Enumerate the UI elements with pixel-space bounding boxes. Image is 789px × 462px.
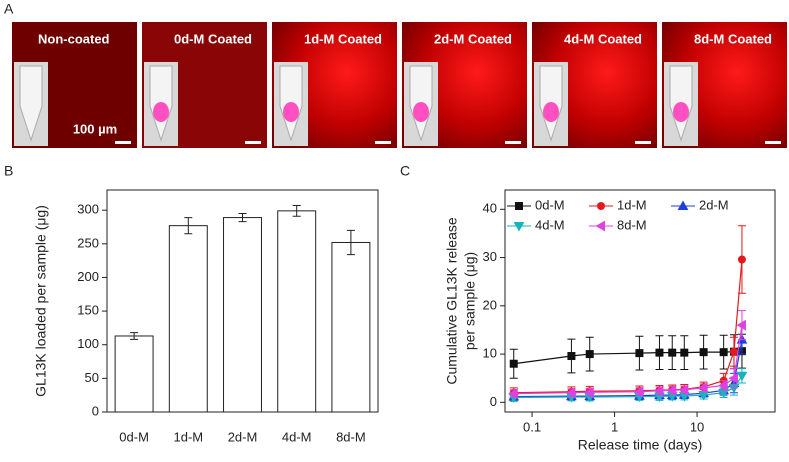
legend-marker <box>515 202 523 210</box>
marker <box>729 347 738 356</box>
marker <box>737 255 746 264</box>
marker <box>585 350 594 359</box>
scale-bar <box>375 141 391 144</box>
series-line <box>513 259 743 394</box>
marker <box>565 387 576 399</box>
legend-label: 0d-M <box>535 197 565 212</box>
x-tick-label: 1 <box>611 419 618 434</box>
series-line <box>513 339 743 398</box>
coating <box>413 102 429 122</box>
y-tick-label: 250 <box>77 235 99 250</box>
marker <box>567 352 576 361</box>
y-tick-label: 20 <box>483 297 497 312</box>
marker <box>508 388 518 400</box>
y-tick-label: 100 <box>77 336 99 351</box>
tile-label: 8d-M Coated <box>694 31 772 46</box>
marker <box>584 386 594 398</box>
legend-marker <box>595 220 605 232</box>
y-tick-label: 300 <box>77 202 99 217</box>
panel-letter: C <box>400 163 410 179</box>
error-bar <box>292 204 301 217</box>
coating <box>673 102 689 122</box>
marker <box>668 348 677 357</box>
legend-label: 8d-M <box>617 217 647 232</box>
scale-bar <box>245 141 261 144</box>
bar <box>331 241 371 413</box>
x-tick-label: 2d-M <box>228 429 258 444</box>
coating <box>543 102 559 122</box>
y-tick-label: 40 <box>483 201 497 216</box>
marker <box>509 359 518 368</box>
tube <box>19 65 43 142</box>
marker <box>718 380 728 391</box>
legend-label: 2d-M <box>699 197 729 212</box>
marker <box>736 319 746 331</box>
marker <box>678 384 689 396</box>
plot-frame <box>504 189 776 413</box>
x-tick-label: 0.1 <box>523 419 541 434</box>
scale-bar <box>505 141 521 144</box>
tile-label: 4d-M Coated <box>564 31 642 46</box>
error-bar <box>130 332 139 340</box>
x-axis-label: Release time (days) <box>578 437 703 453</box>
y-tick-label: 0 <box>92 403 99 418</box>
x-tick-label: 8d-M <box>336 429 366 444</box>
scale-bar <box>115 141 131 144</box>
legend-marker <box>677 200 689 210</box>
marker <box>699 348 708 357</box>
legend-marker <box>513 222 525 232</box>
y-tick-label: 150 <box>77 303 99 318</box>
tile-label: Non-coated <box>38 31 110 46</box>
x-tick-label: 0d-M <box>119 429 149 444</box>
tile-label: 0d-M Coated <box>174 31 252 46</box>
coating <box>283 102 299 122</box>
x-tick-label: 4d-M <box>282 429 312 444</box>
bar <box>168 225 208 413</box>
marker <box>666 384 677 396</box>
coating <box>153 102 169 122</box>
bar <box>223 217 262 413</box>
marker <box>728 372 738 384</box>
error-bar <box>184 217 193 235</box>
y-axis-label: GL13K loaded per sample (μg) <box>33 205 49 397</box>
marker <box>680 348 689 357</box>
bar <box>277 210 317 413</box>
marker <box>653 385 664 397</box>
legend-marker <box>597 202 605 210</box>
tile-label: 1d-M Coated <box>304 31 382 46</box>
marker <box>655 348 664 357</box>
y-tick-label: 200 <box>77 269 99 284</box>
tile-label: 2d-M Coated <box>434 31 512 46</box>
legend-label: 4d-M <box>535 217 565 232</box>
x-tick-label: 1d-M <box>173 429 203 444</box>
marker <box>633 386 644 398</box>
panel-letter: A <box>4 1 14 17</box>
series-line <box>513 350 742 365</box>
marker <box>719 348 728 357</box>
bar <box>114 335 154 413</box>
marker <box>736 371 748 382</box>
panel-letter: B <box>4 163 13 179</box>
scale-bar-label: 100 µm <box>73 121 117 136</box>
y-tick-label: 30 <box>483 249 497 264</box>
y-tick-label: 50 <box>85 370 99 385</box>
series-line <box>513 375 743 399</box>
marker <box>698 382 708 394</box>
scale-bar <box>635 141 651 144</box>
legend-label: 1d-M <box>617 197 647 212</box>
y-axis-label: Cumulative GL13K release <box>444 217 460 385</box>
y-axis-label: per sample (μg) <box>462 252 478 350</box>
y-tick-label: 10 <box>483 346 497 361</box>
marker <box>635 349 644 358</box>
x-tick-label: 10 <box>690 419 704 434</box>
error-bar <box>346 229 355 256</box>
error-bar <box>238 213 247 223</box>
scale-bar <box>765 141 781 144</box>
y-tick-label: 0 <box>490 394 497 409</box>
